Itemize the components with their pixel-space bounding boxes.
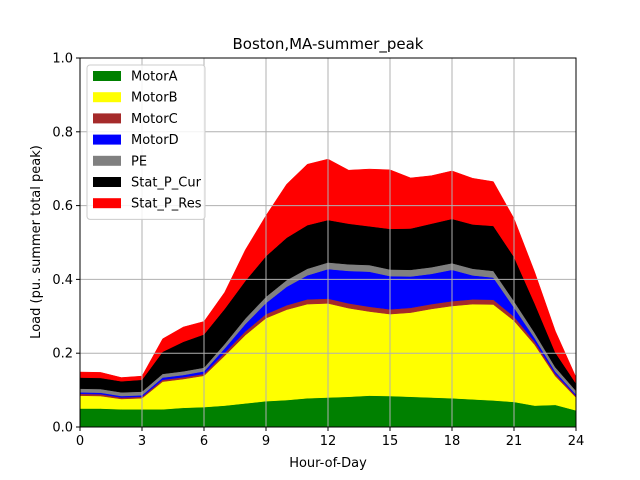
legend: MotorA MotorB MotorC MotorD PE Stat_P_Cur Stat… <box>86 64 206 220</box>
legend-swatch-stat-p-res <box>93 198 121 209</box>
x-tick-label: 6 <box>200 434 208 449</box>
x-tick-label: 3 <box>138 434 146 449</box>
legend-label-pe: PE <box>131 154 147 169</box>
y-tick-label: 0.4 <box>52 273 73 288</box>
y-tick-label: 0.0 <box>52 421 73 436</box>
legend-swatch-motord <box>93 134 121 145</box>
legend-label-stat-p-cur: Stat_P_Cur <box>131 176 202 191</box>
y-tick-label: 0.2 <box>52 347 73 362</box>
legend-label-motora: MotorA <box>131 70 178 85</box>
legend-label-stat-p-res: Stat_P_Res <box>131 197 202 212</box>
x-axis-ticks: 0 3 6 9 12 15 18 21 24 <box>76 427 584 449</box>
x-tick-label: 12 <box>320 434 337 449</box>
legend-swatch-motorc <box>93 113 121 124</box>
legend-label-motorb: MotorB <box>131 91 177 106</box>
legend-swatch-motorb <box>93 92 121 103</box>
y-tick-label: 0.8 <box>52 125 73 140</box>
legend-label-motord: MotorD <box>131 133 179 148</box>
x-axis-label: Hour-of-Day <box>289 456 367 471</box>
x-tick-label: 9 <box>262 434 270 449</box>
y-tick-label: 1.0 <box>52 52 73 67</box>
legend-swatch-stat-p-cur <box>93 177 121 187</box>
x-tick-label: 15 <box>382 434 399 449</box>
x-tick-label: 21 <box>506 434 523 449</box>
y-axis-ticks: 0.0 0.2 0.4 0.6 0.8 1.0 <box>52 52 80 436</box>
legend-swatch-motora <box>93 71 121 81</box>
legend-swatch-pe <box>93 155 121 166</box>
x-tick-label: 24 <box>568 434 585 449</box>
chart-title: Boston,MA-summer_peak <box>233 35 424 54</box>
y-tick-label: 0.6 <box>52 199 73 214</box>
legend-label-motorc: MotorC <box>131 112 178 127</box>
x-tick-label: 0 <box>76 434 84 449</box>
x-tick-label: 18 <box>444 434 461 449</box>
y-axis-label: Load (pu. summer total peak) <box>29 145 44 339</box>
